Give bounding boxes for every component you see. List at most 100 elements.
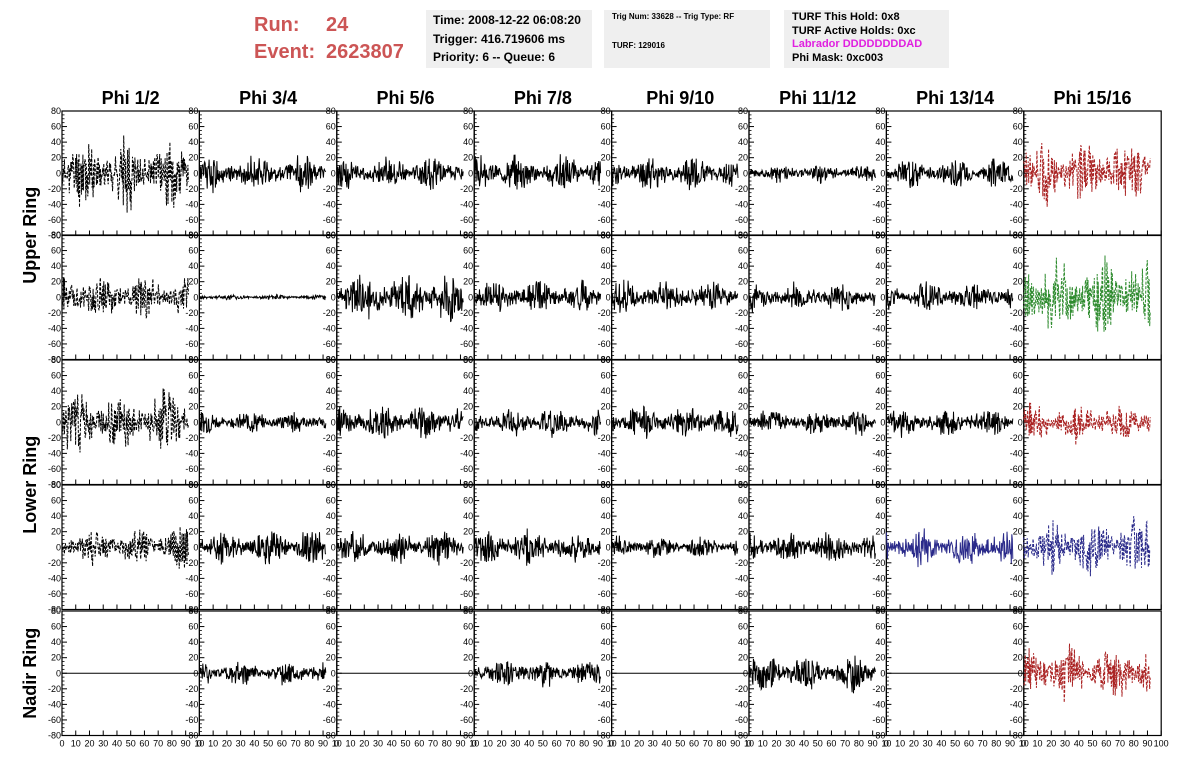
trig-num-box: Trig Num: 33628 -- Trig Type: RF TURF: 1…: [604, 10, 770, 68]
x-tick-label: 90: [455, 739, 465, 749]
y-tick-label: -20: [735, 558, 748, 568]
y-tick-label: 20: [1013, 153, 1023, 163]
y-tick-label: -20: [185, 684, 198, 694]
y-tick-label: -60: [48, 464, 61, 474]
y-tick-label: 40: [51, 261, 61, 271]
y-tick-label: 60: [601, 122, 611, 132]
y-tick-label: 40: [463, 137, 473, 147]
y-tick-label: 80: [463, 230, 473, 240]
y-tick-label: -60: [1010, 215, 1023, 225]
y-tick-label: -20: [735, 684, 748, 694]
y-tick-label: 60: [188, 496, 198, 506]
column-header-8: Phi 15/16: [1053, 88, 1131, 108]
y-tick-label: -40: [598, 448, 611, 458]
y-tick-label: 20: [738, 277, 748, 287]
x-tick-label: 50: [126, 739, 136, 749]
y-tick-label: 40: [188, 637, 198, 647]
y-tick-label: 60: [463, 246, 473, 256]
x-tick-label: 10: [194, 739, 204, 749]
y-tick-label: 60: [326, 246, 336, 256]
y-tick-label: 40: [326, 261, 336, 271]
y-tick-label: 20: [875, 653, 885, 663]
y-tick-label: 20: [188, 153, 198, 163]
trigger-text: Trigger: 416.719606 ms: [433, 31, 566, 46]
x-tick-label: 100: [1154, 739, 1169, 749]
waveform-trace-r3-c4: [473, 409, 602, 438]
y-tick-label: 40: [51, 637, 61, 647]
y-tick-label: 40: [51, 386, 61, 396]
y-tick-label: 0: [331, 668, 336, 678]
x-tick-label: 0: [197, 739, 202, 749]
x-tick-label: 90: [1142, 739, 1152, 749]
waveform-trace-r1-c2: [198, 155, 327, 194]
waveform-trace-r4-c7: [885, 528, 1014, 568]
y-tick-label: 60: [601, 496, 611, 506]
y-tick-label: -60: [598, 339, 611, 349]
y-tick-label: -80: [185, 605, 198, 615]
x-tick-label: 30: [98, 739, 108, 749]
y-tick-label: 60: [738, 122, 748, 132]
y-tick-label: -20: [185, 308, 198, 318]
y-tick-label: -20: [1010, 184, 1023, 194]
y-tick-label: -20: [460, 184, 473, 194]
y-tick-label: -40: [735, 699, 748, 709]
y-tick-label: 0: [56, 668, 61, 678]
x-tick-label: 60: [414, 739, 424, 749]
y-tick-label: 40: [875, 261, 885, 271]
y-tick-label: -20: [735, 308, 748, 318]
y-tick-label: 80: [1013, 606, 1023, 616]
y-tick-label: -20: [185, 433, 198, 443]
y-tick-label: 60: [601, 246, 611, 256]
y-tick-label: 60: [188, 622, 198, 632]
x-tick-label: 40: [112, 739, 122, 749]
y-tick-label: -80: [185, 731, 198, 741]
x-tick-label: 60: [964, 739, 974, 749]
x-tick-label: 60: [689, 739, 699, 749]
y-tick-label: 0: [56, 292, 61, 302]
y-tick-label: 0: [468, 668, 473, 678]
y-tick-label: 20: [601, 653, 611, 663]
waveform-trace-r2-c1: [61, 277, 189, 319]
waveform-trace-r2-c4: [474, 279, 602, 313]
y-tick-label: 80: [463, 106, 473, 116]
x-tick-label: 20: [497, 739, 507, 749]
y-tick-label: -60: [735, 464, 748, 474]
labrador-text: Labrador DDDDDDDDAD: [792, 38, 923, 50]
event-label: Event:: [254, 41, 316, 63]
y-tick-label: 60: [51, 622, 61, 632]
y-tick-label: 40: [875, 511, 885, 521]
y-tick-label: 80: [188, 480, 198, 490]
y-tick-label: 60: [326, 496, 336, 506]
x-tick-label: 10: [895, 739, 905, 749]
y-tick-label: 80: [326, 480, 336, 490]
y-tick-label: 80: [1013, 230, 1023, 240]
column-header-7: Phi 13/14: [916, 88, 994, 108]
y-tick-label: 80: [51, 606, 61, 616]
y-tick-label: 0: [56, 542, 61, 552]
y-tick-label: 0: [193, 292, 198, 302]
y-tick-label: 20: [738, 527, 748, 537]
y-tick-label: -60: [48, 715, 61, 725]
y-tick-label: 0: [1018, 168, 1023, 178]
y-tick-label: -60: [735, 339, 748, 349]
y-tick-label: 40: [875, 386, 885, 396]
y-tick-label: -60: [185, 215, 198, 225]
y-tick-label: 0: [468, 542, 473, 552]
y-tick-label: 20: [463, 653, 473, 663]
x-tick-label: 60: [552, 739, 562, 749]
y-tick-label: -60: [872, 215, 885, 225]
y-tick-label: -80: [48, 231, 61, 241]
y-tick-label: -40: [598, 699, 611, 709]
y-tick-label: 80: [326, 230, 336, 240]
waveform-trace-r4-c4: [473, 528, 602, 566]
y-tick-label: 20: [875, 527, 885, 537]
x-tick-label: 20: [359, 739, 369, 749]
y-tick-label: 20: [738, 653, 748, 663]
column-header-4: Phi 7/8: [514, 88, 572, 108]
turf-hold-text: TURF This Hold: 0x8: [792, 11, 900, 23]
y-tick-label: 20: [188, 527, 198, 537]
y-tick-label: 0: [468, 292, 473, 302]
x-tick-label: 10: [346, 739, 356, 749]
y-tick-label: 60: [1013, 122, 1023, 132]
y-tick-label: 40: [738, 386, 748, 396]
